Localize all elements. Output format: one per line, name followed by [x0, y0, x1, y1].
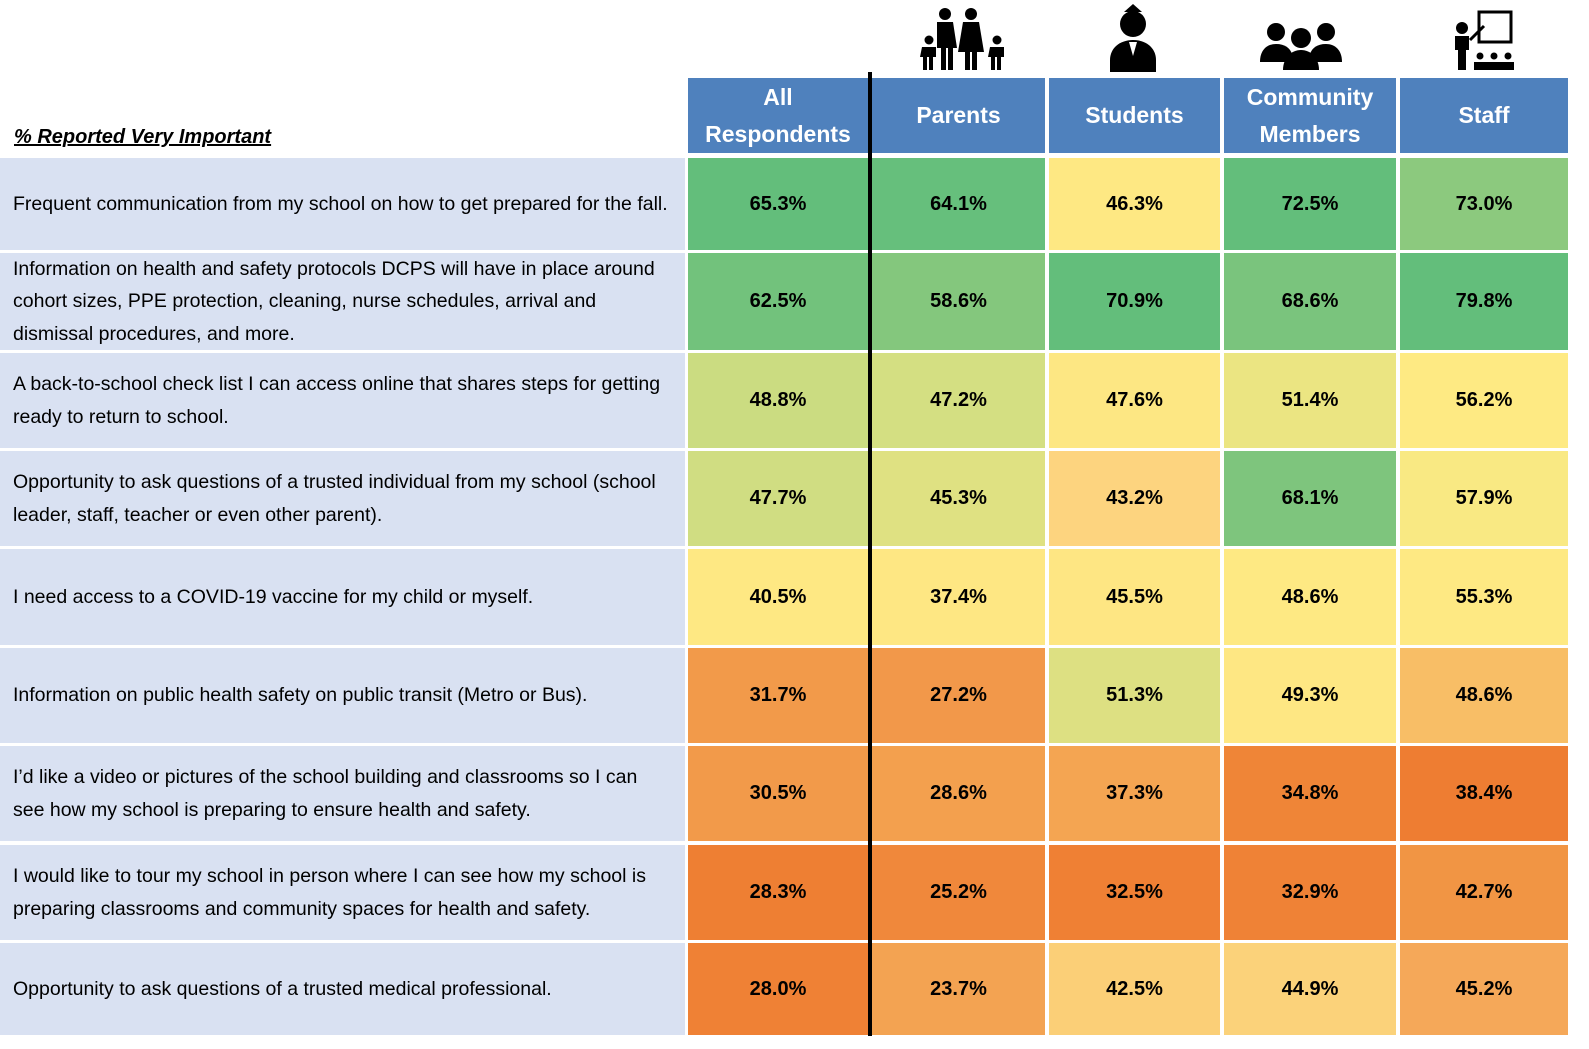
value-cell: 27.2% — [872, 648, 1045, 743]
value-cell: 28.3% — [688, 845, 868, 940]
value-cell: 70.9% — [1049, 253, 1220, 350]
value-cell: 45.3% — [872, 451, 1045, 546]
value-cell: 28.6% — [872, 746, 1045, 841]
value-cell: 48.8% — [688, 353, 868, 448]
value-cell: 28.0% — [688, 943, 868, 1035]
column-header: Community Members — [1224, 78, 1396, 153]
row-label: I’d like a video or pictures of the scho… — [0, 746, 685, 841]
value-cell: 79.8% — [1400, 253, 1568, 350]
row-label: Information on public health safety on p… — [0, 648, 685, 743]
value-cell: 38.4% — [1400, 746, 1568, 841]
value-cell: 34.8% — [1224, 746, 1396, 841]
value-cell: 68.6% — [1224, 253, 1396, 350]
value-cell: 62.5% — [688, 253, 868, 350]
value-cell: 48.6% — [1224, 549, 1396, 645]
value-cell: 58.6% — [872, 253, 1045, 350]
caption: % Reported Very Important — [14, 126, 272, 148]
value-cell: 51.4% — [1224, 353, 1396, 448]
value-cell: 72.5% — [1224, 158, 1396, 250]
value-cell: 57.9% — [1400, 451, 1568, 546]
value-cell: 31.7% — [688, 648, 868, 743]
value-cell: 49.3% — [1224, 648, 1396, 743]
value-cell: 68.1% — [1224, 451, 1396, 546]
value-cell: 42.7% — [1400, 845, 1568, 940]
row-label: I need access to a COVID-19 vaccine for … — [0, 549, 685, 645]
value-cell: 46.3% — [1049, 158, 1220, 250]
row-label: Opportunity to ask questions of a truste… — [0, 451, 685, 546]
column-header: All Respondents — [688, 78, 868, 153]
value-cell: 43.2% — [1049, 451, 1220, 546]
value-cell: 65.3% — [688, 158, 868, 250]
column-header: Staff — [1400, 78, 1568, 153]
value-cell: 25.2% — [872, 845, 1045, 940]
value-cell: 56.2% — [1400, 353, 1568, 448]
divider-line — [868, 72, 872, 1036]
value-cell: 47.7% — [688, 451, 868, 546]
value-cell: 32.9% — [1224, 845, 1396, 940]
row-label: Information on health and safety protoco… — [0, 253, 685, 350]
icons — [920, 4, 1514, 72]
value-cell: 47.2% — [872, 353, 1045, 448]
value-cell: 45.2% — [1400, 943, 1568, 1035]
value-cell: 47.6% — [1049, 353, 1220, 448]
value-cell: 37.4% — [872, 549, 1045, 645]
value-cell: 23.7% — [872, 943, 1045, 1035]
parents-icon — [920, 8, 1004, 70]
value-cell: 37.3% — [1049, 746, 1220, 841]
community-icon — [1260, 23, 1342, 70]
value-cell: 42.5% — [1049, 943, 1220, 1035]
column-header: Parents — [872, 78, 1045, 153]
row-label: Frequent communication from my school on… — [0, 158, 685, 250]
value-cell: 32.5% — [1049, 845, 1220, 940]
row-label: I would like to tour my school in person… — [0, 845, 685, 940]
value-cell: 51.3% — [1049, 648, 1220, 743]
row-label: A back-to-school check list I can access… — [0, 353, 685, 448]
staff-icon — [1455, 10, 1514, 70]
column-header: Students — [1049, 78, 1220, 153]
value-cell: 64.1% — [872, 158, 1045, 250]
student-icon — [1110, 4, 1156, 72]
value-cell: 30.5% — [688, 746, 868, 841]
value-cell: 44.9% — [1224, 943, 1396, 1035]
value-cell: 48.6% — [1400, 648, 1568, 743]
value-cell: 45.5% — [1049, 549, 1220, 645]
value-cell: 40.5% — [688, 549, 868, 645]
value-cell: 55.3% — [1400, 549, 1568, 645]
row-label: Opportunity to ask questions of a truste… — [0, 943, 685, 1035]
value-cell: 73.0% — [1400, 158, 1568, 250]
